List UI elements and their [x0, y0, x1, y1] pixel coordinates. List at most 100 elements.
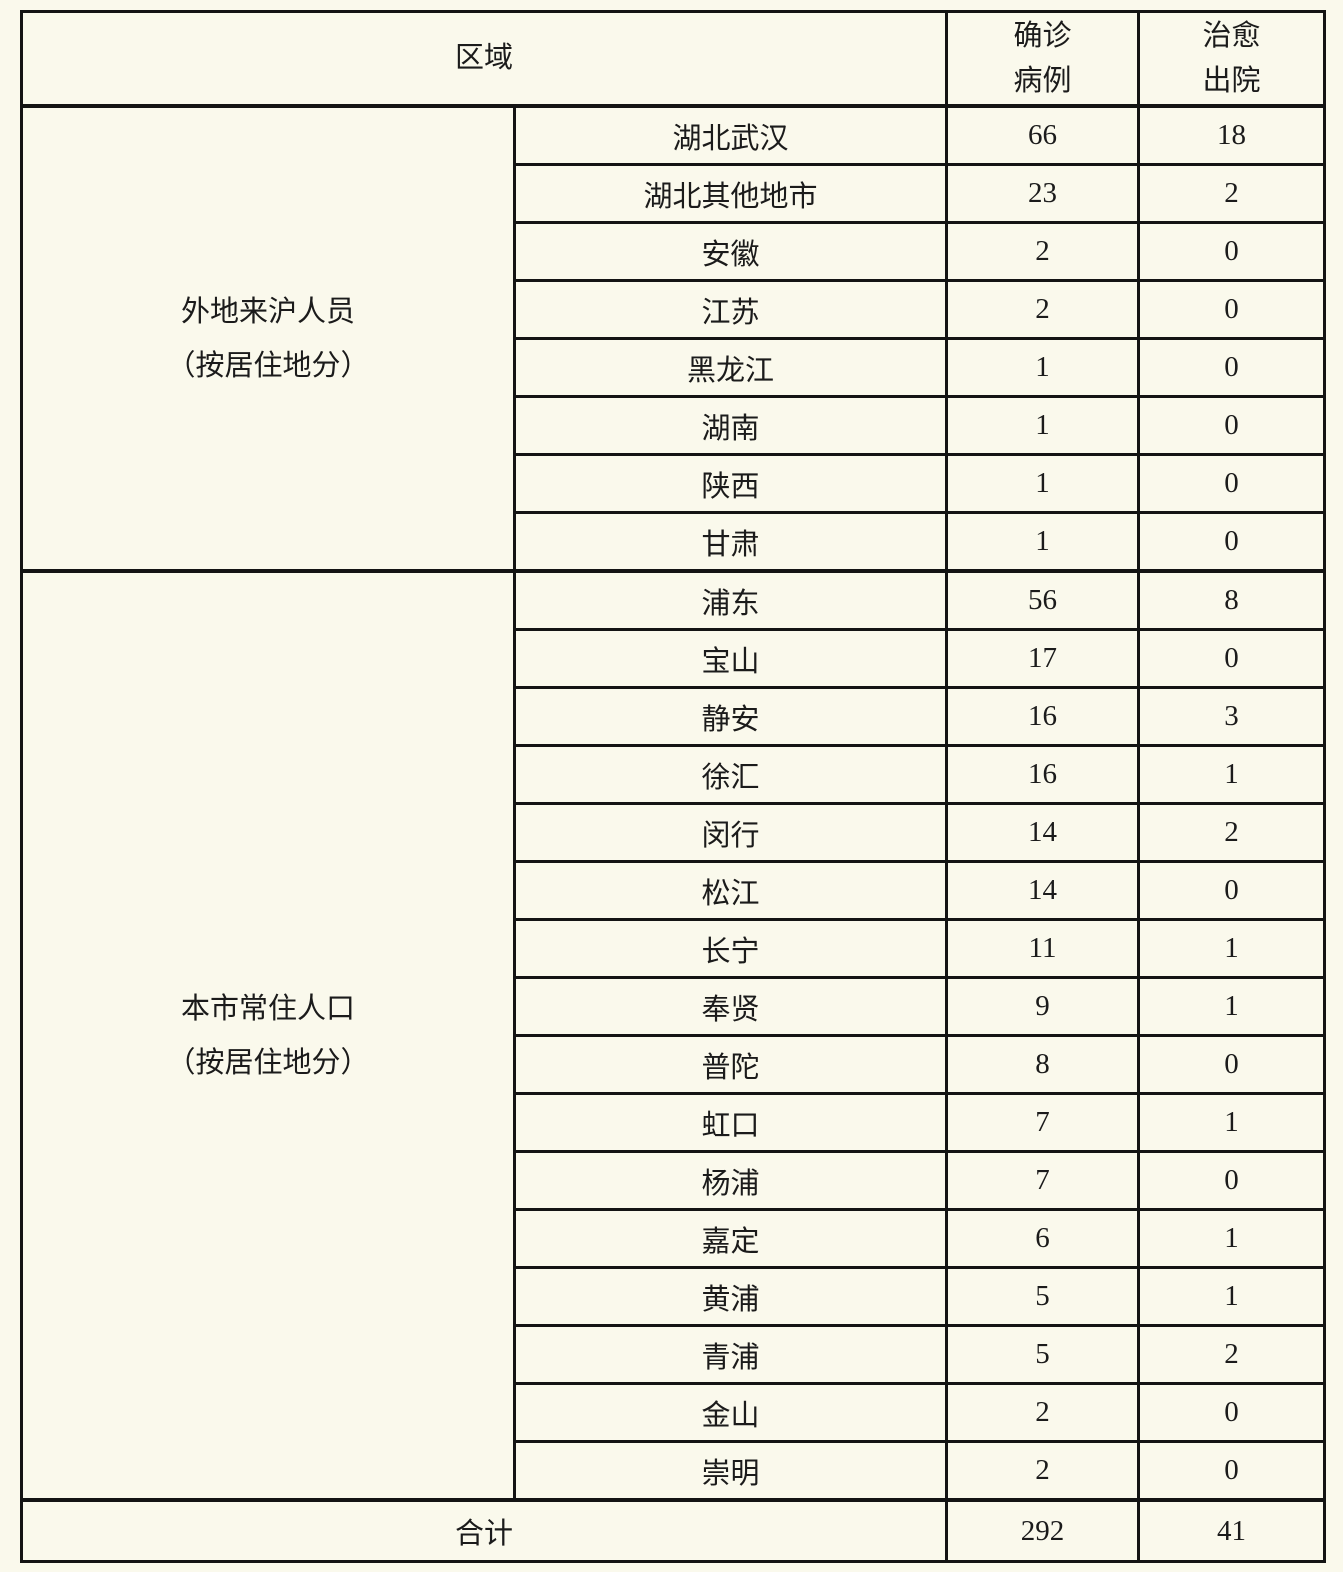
table-row: 黑龙江 1 0 [22, 337, 1327, 398]
header-cured-line1: 治愈 [1202, 19, 1261, 52]
table-row: 湖北其他地市 23 2 [22, 163, 1327, 224]
cured-count-cell: 0 [1137, 1382, 1327, 1443]
table-row: 崇明 2 0 [22, 1440, 1327, 1502]
cured-count-cell: 0 [1137, 279, 1327, 340]
header-confirmed-line1: 确诊 [1013, 19, 1072, 52]
table-row: 外地来沪人员 （按居住地分） 湖北武汉 66 18 [20, 104, 1327, 573]
region-name-cell: 青浦 [512, 1324, 949, 1385]
cured-count-cell: 0 [1137, 1440, 1327, 1502]
confirmed-count-cell: 5 [945, 1324, 1141, 1385]
cured-count-cell: 0 [1137, 453, 1327, 514]
table-row: 松江 14 0 [22, 860, 1327, 921]
header-cured-line2: 出院 [1202, 64, 1261, 97]
table-row: 杨浦 7 0 [22, 1150, 1327, 1211]
cured-count-cell: 2 [1137, 802, 1327, 863]
cured-count-cell: 0 [1137, 1034, 1327, 1095]
group-label-cell: 外地来沪人员 （按居住地分） [20, 104, 516, 573]
region-name-cell: 松江 [512, 860, 949, 921]
confirmed-count-cell: 14 [945, 802, 1141, 863]
case-table: 区域 确诊 病例 治愈 出院 外地来沪人员 （按居住地分） 湖北武汉 66 18 湖北其他… [19, 10, 1327, 1563]
region-name-cell: 金山 [512, 1382, 949, 1443]
cured-count-cell: 0 [1137, 395, 1327, 456]
region-name-cell: 静安 [512, 686, 949, 747]
cured-count-cell: 0 [1137, 628, 1327, 689]
total-label-cell: 合计 [19, 1498, 949, 1563]
group-label-line1: 本市常住人口 [180, 992, 355, 1025]
confirmed-count-cell: 2 [945, 279, 1141, 340]
region-name-cell: 闵行 [512, 802, 949, 863]
header-row: 区域 确诊 病例 治愈 出院 [19, 10, 1327, 108]
table-row: 奉贤 9 1 [22, 976, 1327, 1037]
cured-count-cell: 1 [1137, 918, 1327, 979]
cured-count-cell: 1 [1137, 1092, 1327, 1153]
group-local: 本市常住人口 （按居住地分） 浦东 56 8 宝山 17 0 静安 16 3 徐汇 16 1 闵行 14 2 松江… [20, 569, 1327, 1502]
region-name-cell: 虹口 [512, 1092, 949, 1153]
confirmed-count-cell: 8 [945, 1034, 1141, 1095]
confirmed-count-cell: 23 [945, 163, 1141, 224]
table-row: 静安 16 3 [22, 686, 1327, 747]
group-label-line2: （按居住地分） [166, 1046, 370, 1079]
cured-count-cell: 1 [1137, 744, 1327, 805]
cured-count-cell: 18 [1137, 104, 1327, 166]
region-name-cell: 湖南 [512, 395, 949, 456]
region-name-cell: 湖北武汉 [512, 104, 949, 166]
confirmed-count-cell: 9 [945, 976, 1141, 1037]
confirmed-count-cell: 17 [945, 628, 1141, 689]
confirmed-count-cell: 66 [945, 104, 1141, 166]
confirmed-count-cell: 6 [945, 1208, 1141, 1269]
case-table-container: 区域 确诊 病例 治愈 出院 外地来沪人员 （按居住地分） 湖北武汉 66 18 湖北其他… [19, 10, 1327, 1563]
cured-count-cell: 0 [1137, 337, 1327, 398]
table-row: 嘉定 6 1 [22, 1208, 1327, 1269]
confirmed-count-cell: 2 [945, 1382, 1141, 1443]
table-row: 徐汇 16 1 [22, 744, 1327, 805]
confirmed-count-cell: 2 [945, 221, 1141, 282]
table-row: 宝山 17 0 [22, 628, 1327, 689]
cured-count-cell: 8 [1137, 569, 1327, 631]
region-name-cell: 奉贤 [512, 976, 949, 1037]
cured-count-cell: 0 [1137, 221, 1327, 282]
cured-count-cell: 1 [1137, 1208, 1327, 1269]
group-nonlocal: 外地来沪人员 （按居住地分） 湖北武汉 66 18 湖北其他地市 23 2 安徽 2 0 江苏 2 0 黑龙… [20, 104, 1327, 573]
confirmed-count-cell: 11 [945, 918, 1141, 979]
table-row: 本市常住人口 （按居住地分） 浦东 56 8 [20, 569, 1327, 1502]
header-cured: 治愈 出院 [1137, 10, 1327, 108]
confirmed-count-cell: 16 [945, 744, 1141, 805]
confirmed-count-cell: 1 [945, 453, 1141, 514]
table-row: 湖南 1 0 [22, 395, 1327, 456]
table-row: 长宁 11 1 [22, 918, 1327, 979]
cured-count-cell: 0 [1137, 511, 1327, 573]
cured-count-cell: 0 [1137, 1150, 1327, 1211]
cured-count-cell: 1 [1137, 1266, 1327, 1327]
table-row: 闵行 14 2 [22, 802, 1327, 863]
table-row: 陕西 1 0 [22, 453, 1327, 514]
table-row: 安徽 2 0 [22, 221, 1327, 282]
region-name-cell: 崇明 [512, 1440, 949, 1502]
cured-count-cell: 1 [1137, 976, 1327, 1037]
region-name-cell: 杨浦 [512, 1150, 949, 1211]
confirmed-count-cell: 7 [945, 1150, 1141, 1211]
confirmed-count-cell: 56 [945, 569, 1141, 631]
group-label-line2: （按居住地分） [166, 349, 370, 382]
table-row: 虹口 7 1 [22, 1092, 1327, 1153]
confirmed-count-cell: 2 [945, 1440, 1141, 1502]
table-row: 江苏 2 0 [22, 279, 1327, 340]
region-name-cell: 徐汇 [512, 744, 949, 805]
region-name-cell: 安徽 [512, 221, 949, 282]
confirmed-count-cell: 5 [945, 1266, 1141, 1327]
region-name-cell: 浦东 [512, 569, 949, 631]
table-row: 青浦 5 2 [22, 1324, 1327, 1385]
region-name-cell: 黄浦 [512, 1266, 949, 1327]
region-name-cell: 长宁 [512, 918, 949, 979]
confirmed-count-cell: 1 [945, 395, 1141, 456]
region-name-cell: 江苏 [512, 279, 949, 340]
region-name-cell: 普陀 [512, 1034, 949, 1095]
region-name-cell: 嘉定 [512, 1208, 949, 1269]
confirmed-count-cell: 7 [945, 1092, 1141, 1153]
total-row: 合计 292 41 [19, 1498, 1327, 1563]
table-row: 甘肃 1 0 [22, 511, 1327, 573]
group-label-line1: 外地来沪人员 [180, 295, 355, 328]
cured-count-cell: 2 [1137, 163, 1327, 224]
table-row: 金山 2 0 [22, 1382, 1327, 1443]
header-confirmed: 确诊 病例 [945, 10, 1141, 108]
cured-count-cell: 2 [1137, 1324, 1327, 1385]
